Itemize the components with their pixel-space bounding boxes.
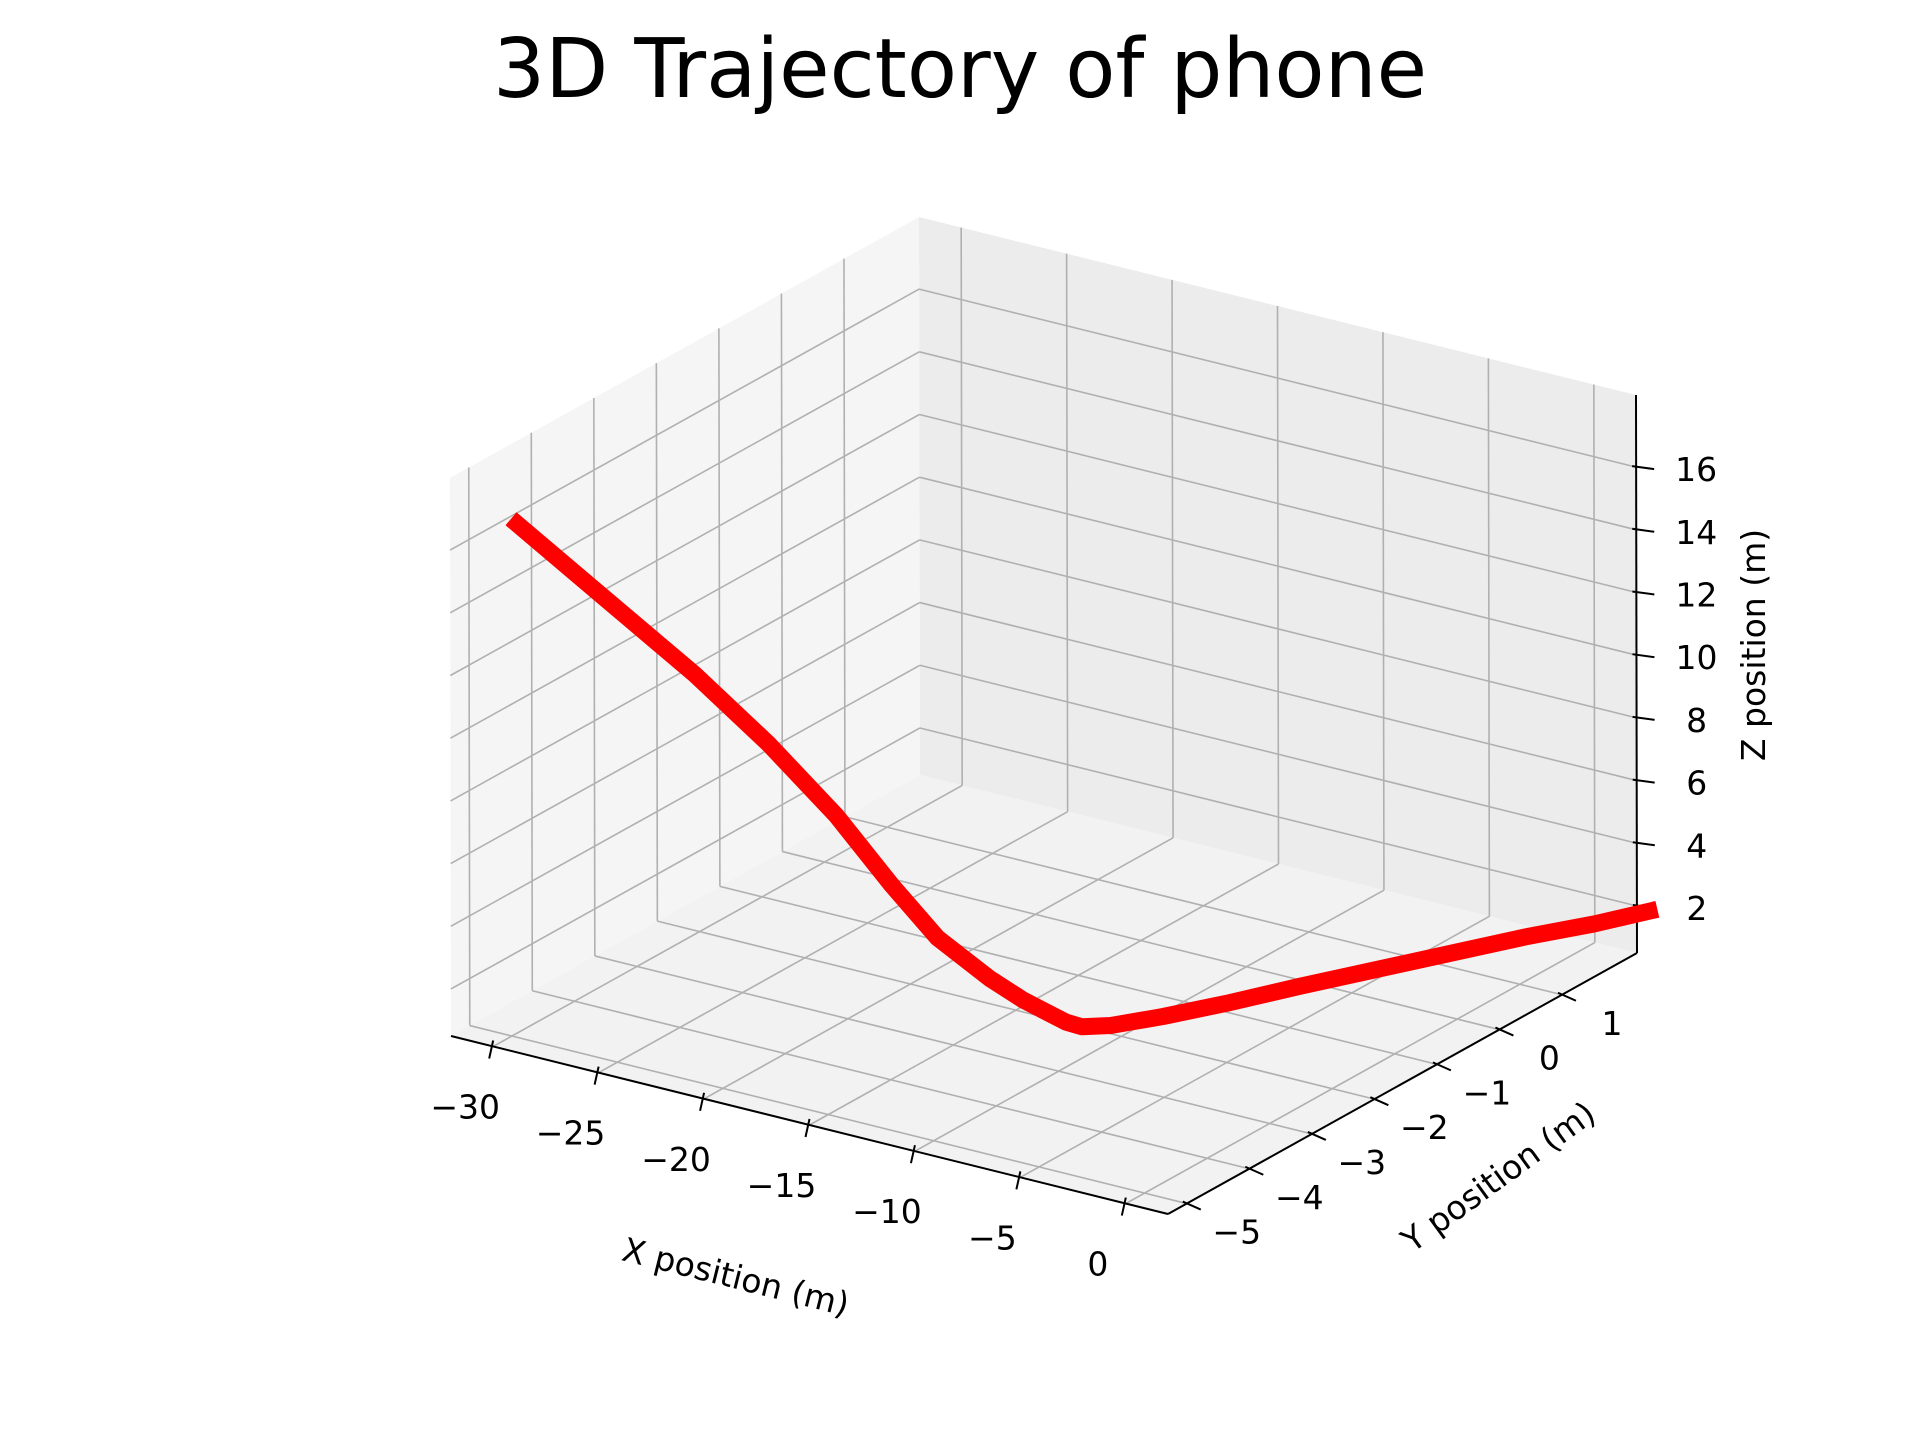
- x-tick-label: −25: [536, 1114, 606, 1153]
- x-tick-label: −5: [968, 1218, 1017, 1257]
- z-tick-mark: [1632, 841, 1655, 847]
- gridline-x: [492, 784, 963, 1048]
- gridline-z: [919, 601, 1637, 782]
- z-tick-label: 12: [1675, 575, 1717, 614]
- z-tick-label: 6: [1686, 764, 1707, 803]
- y-tick-mark: [1495, 1026, 1514, 1037]
- z-tick-label: 8: [1686, 701, 1707, 740]
- x-tick-mark: [699, 1092, 706, 1112]
- y-tick-label: 0: [1539, 1039, 1560, 1078]
- gridline-z: [919, 476, 1637, 656]
- z-tick-label: 2: [1686, 889, 1707, 928]
- gridline-y: [593, 397, 596, 956]
- gridline-z: [919, 727, 1638, 907]
- x-tick-label: −30: [430, 1087, 500, 1126]
- y-tick-label: −3: [1337, 1143, 1386, 1182]
- z-axis-label: Z position (m): [1734, 529, 1773, 761]
- x-tick-mark: [1015, 1171, 1022, 1190]
- z-tick-mark: [1632, 653, 1655, 659]
- y-tick-label: −1: [1463, 1073, 1512, 1112]
- gridline-x: [1276, 305, 1280, 865]
- gridline-z: [449, 413, 920, 677]
- x-tick-mark: [593, 1066, 600, 1085]
- gridline-y: [469, 1024, 1187, 1205]
- gridline-x: [703, 837, 1174, 1100]
- y-tick-label: −2: [1400, 1108, 1449, 1147]
- y-axis-line: [1167, 952, 1638, 1215]
- gridline-x: [1065, 253, 1069, 812]
- y-tick-mark: [1244, 1165, 1264, 1176]
- gridline-x: [1487, 358, 1491, 917]
- z-tick-mark: [1631, 465, 1655, 471]
- gridline-z: [450, 727, 921, 990]
- x-tick-label: −20: [641, 1140, 711, 1179]
- gridline-z: [918, 288, 1637, 468]
- gridline-x: [809, 863, 1279, 1126]
- gridline-y: [843, 258, 846, 817]
- z-axis-line: [1635, 394, 1638, 954]
- gridline-y: [844, 815, 1563, 996]
- gridline-y: [719, 885, 1438, 1066]
- y-tick-label: 1: [1601, 1004, 1622, 1043]
- gridline-z: [919, 351, 1637, 531]
- x-tick-mark: [488, 1040, 495, 1059]
- x-tick-mark: [1120, 1197, 1127, 1216]
- x-tick-label: 0: [1087, 1245, 1108, 1284]
- z-tick-label: 16: [1675, 450, 1717, 489]
- gridline-x: [960, 227, 963, 786]
- x-tick-mark: [909, 1144, 916, 1164]
- gridline-z: [449, 351, 920, 614]
- left-pane: [450, 217, 920, 1036]
- y-tick-label: −4: [1275, 1178, 1324, 1217]
- gridline-z: [919, 539, 1637, 719]
- gridline-x: [1125, 941, 1596, 1205]
- z-tick-label: 10: [1675, 638, 1717, 677]
- gridline-z: [919, 664, 1637, 845]
- gridline-y: [532, 989, 1250, 1170]
- gridline-z: [449, 288, 920, 551]
- gridline-y: [782, 850, 1500, 1031]
- trajectory-line-0: [505, 512, 1660, 1036]
- gridline-y: [718, 328, 721, 887]
- z-tick-mark: [1632, 715, 1655, 721]
- y-tick-mark: [1557, 991, 1577, 1002]
- gridline-x: [1171, 279, 1174, 838]
- gridline-z: [919, 413, 1637, 594]
- gridline-z: [450, 664, 921, 927]
- gridline-x: [598, 810, 1069, 1074]
- x-tick-mark: [804, 1118, 811, 1138]
- gridline-y: [530, 432, 534, 991]
- x-tick-label: −15: [747, 1166, 817, 1205]
- z-tick-label: 14: [1675, 513, 1717, 552]
- gridline-y: [594, 955, 1313, 1135]
- gridline-y: [657, 920, 1375, 1100]
- gridline-z: [450, 601, 921, 865]
- x-tick-label: −10: [852, 1192, 922, 1231]
- y-tick-label: −5: [1212, 1213, 1261, 1252]
- x-axis-label: X position (m): [618, 1230, 853, 1324]
- z-tick-mark: [1632, 778, 1655, 784]
- gridline-y: [467, 467, 471, 1026]
- gridline-z: [450, 476, 920, 739]
- x-axis-line: [450, 1035, 1169, 1215]
- z-tick-mark: [1632, 527, 1655, 533]
- y-tick-mark: [1182, 1200, 1202, 1211]
- y-tick-mark: [1307, 1131, 1327, 1141]
- y-tick-mark: [1369, 1096, 1389, 1107]
- z-tick-label: 4: [1686, 826, 1707, 865]
- y-tick-mark: [1432, 1061, 1452, 1072]
- gridline-x: [1382, 332, 1385, 891]
- z-tick-mark: [1632, 590, 1655, 596]
- gridline-x: [1593, 384, 1596, 943]
- chart-title: 3D Trajectory of phone: [492, 22, 1428, 117]
